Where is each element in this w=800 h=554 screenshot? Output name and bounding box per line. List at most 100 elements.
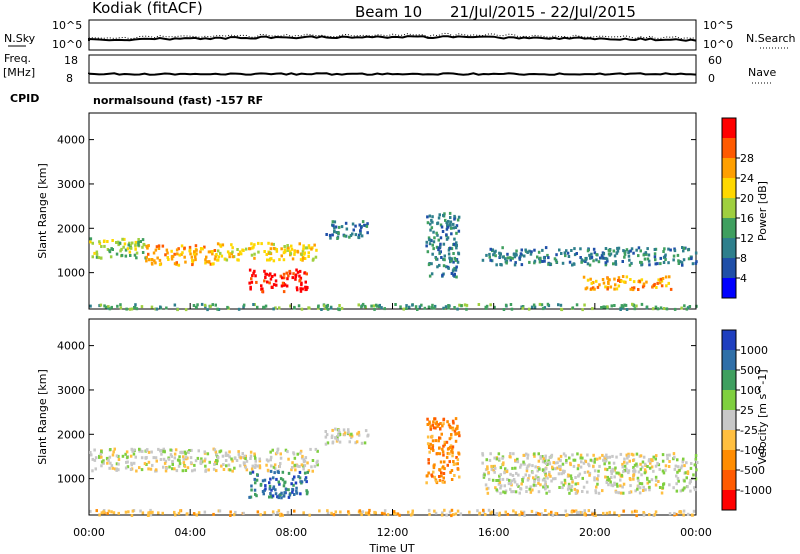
range-cell — [248, 281, 251, 285]
range-cell — [514, 490, 518, 494]
noise-tick-right-top: 10^5 — [703, 19, 733, 32]
range-cell — [302, 458, 306, 462]
range-cell — [593, 457, 597, 461]
y-tick-label: 3000 — [57, 384, 85, 397]
range-cell — [494, 249, 497, 253]
range-cell — [183, 255, 186, 259]
range-cell — [451, 419, 455, 423]
range-cell — [609, 252, 613, 256]
range-cell — [339, 510, 342, 514]
range-cell — [192, 304, 196, 307]
range-cell — [452, 463, 456, 466]
range-cell — [157, 247, 161, 250]
colorbar-segment — [722, 350, 736, 370]
range-cell — [251, 274, 254, 278]
range-cell — [357, 233, 361, 237]
range-cell — [226, 250, 230, 254]
range-cell — [457, 431, 461, 435]
range-cell — [275, 248, 278, 251]
range-cell — [361, 302, 365, 306]
range-cell — [439, 236, 443, 240]
range-cell — [158, 263, 162, 267]
range-cell — [175, 261, 178, 265]
range-cell — [617, 514, 621, 518]
range-cell — [231, 469, 234, 473]
range-cell — [259, 513, 262, 517]
range-cell — [130, 463, 133, 467]
range-cell — [487, 471, 490, 475]
range-cell — [347, 512, 351, 516]
range-cell — [597, 491, 601, 495]
range-cell — [253, 452, 256, 456]
range-cell — [593, 460, 596, 464]
range-cell — [430, 272, 434, 276]
range-cell — [269, 477, 272, 481]
range-cell — [501, 456, 504, 460]
range-cell — [324, 430, 327, 433]
range-cell — [491, 248, 494, 252]
range-cell — [450, 226, 453, 230]
range-cell — [493, 456, 496, 460]
range-cell — [625, 453, 628, 457]
range-cell — [505, 261, 508, 265]
range-cell — [476, 509, 479, 513]
range-cell — [359, 511, 362, 514]
range-cell — [681, 460, 684, 464]
colorbar-segment — [722, 158, 736, 178]
range-cell — [348, 235, 351, 239]
range-cell — [488, 458, 492, 462]
range-cell — [528, 474, 531, 478]
range-cell — [561, 462, 565, 466]
range-cell — [435, 257, 438, 261]
range-cell — [678, 468, 681, 472]
range-cell — [135, 307, 139, 311]
range-cell — [519, 465, 522, 469]
range-cell — [582, 461, 586, 465]
range-cell — [95, 250, 99, 254]
range-cell — [310, 465, 313, 469]
range-cell — [486, 465, 489, 469]
range-cell — [505, 470, 509, 474]
range-cell — [513, 480, 517, 484]
colorbar-segment — [722, 410, 736, 430]
range-cell — [548, 456, 552, 459]
range-cell — [279, 456, 283, 460]
range-cell — [548, 489, 551, 493]
range-cell — [499, 252, 502, 256]
range-cell — [533, 478, 536, 482]
range-cell — [134, 243, 137, 247]
range-cell — [489, 247, 492, 251]
range-cell — [296, 249, 299, 253]
range-cell — [564, 254, 567, 258]
range-cell — [456, 424, 459, 428]
range-cell — [451, 428, 455, 432]
range-cell — [539, 256, 542, 260]
range-cell — [683, 479, 686, 483]
range-cell — [254, 274, 257, 278]
range-cell — [539, 483, 542, 487]
range-cell — [304, 456, 308, 460]
range-cell — [611, 484, 615, 488]
range-cell — [498, 255, 502, 258]
range-cell — [231, 459, 234, 463]
range-cell — [188, 249, 191, 253]
range-cell — [563, 469, 566, 473]
range-cell — [498, 478, 502, 481]
date-range: 21/Jul/2015 - 22/Jul/2015 — [450, 3, 636, 21]
range-cell — [149, 508, 152, 512]
range-cell — [617, 491, 620, 495]
range-cell — [161, 511, 164, 515]
range-cell — [209, 262, 213, 266]
range-cell — [100, 460, 104, 464]
range-cell — [481, 453, 485, 457]
range-cell — [432, 470, 435, 474]
range-cell — [121, 454, 125, 458]
range-cell — [238, 464, 242, 468]
range-cell — [604, 263, 608, 267]
range-cell — [534, 483, 538, 487]
range-cell — [193, 250, 196, 254]
range-cell — [141, 251, 145, 254]
range-cell — [689, 466, 693, 470]
range-cell — [627, 471, 630, 475]
range-cell — [620, 304, 624, 308]
